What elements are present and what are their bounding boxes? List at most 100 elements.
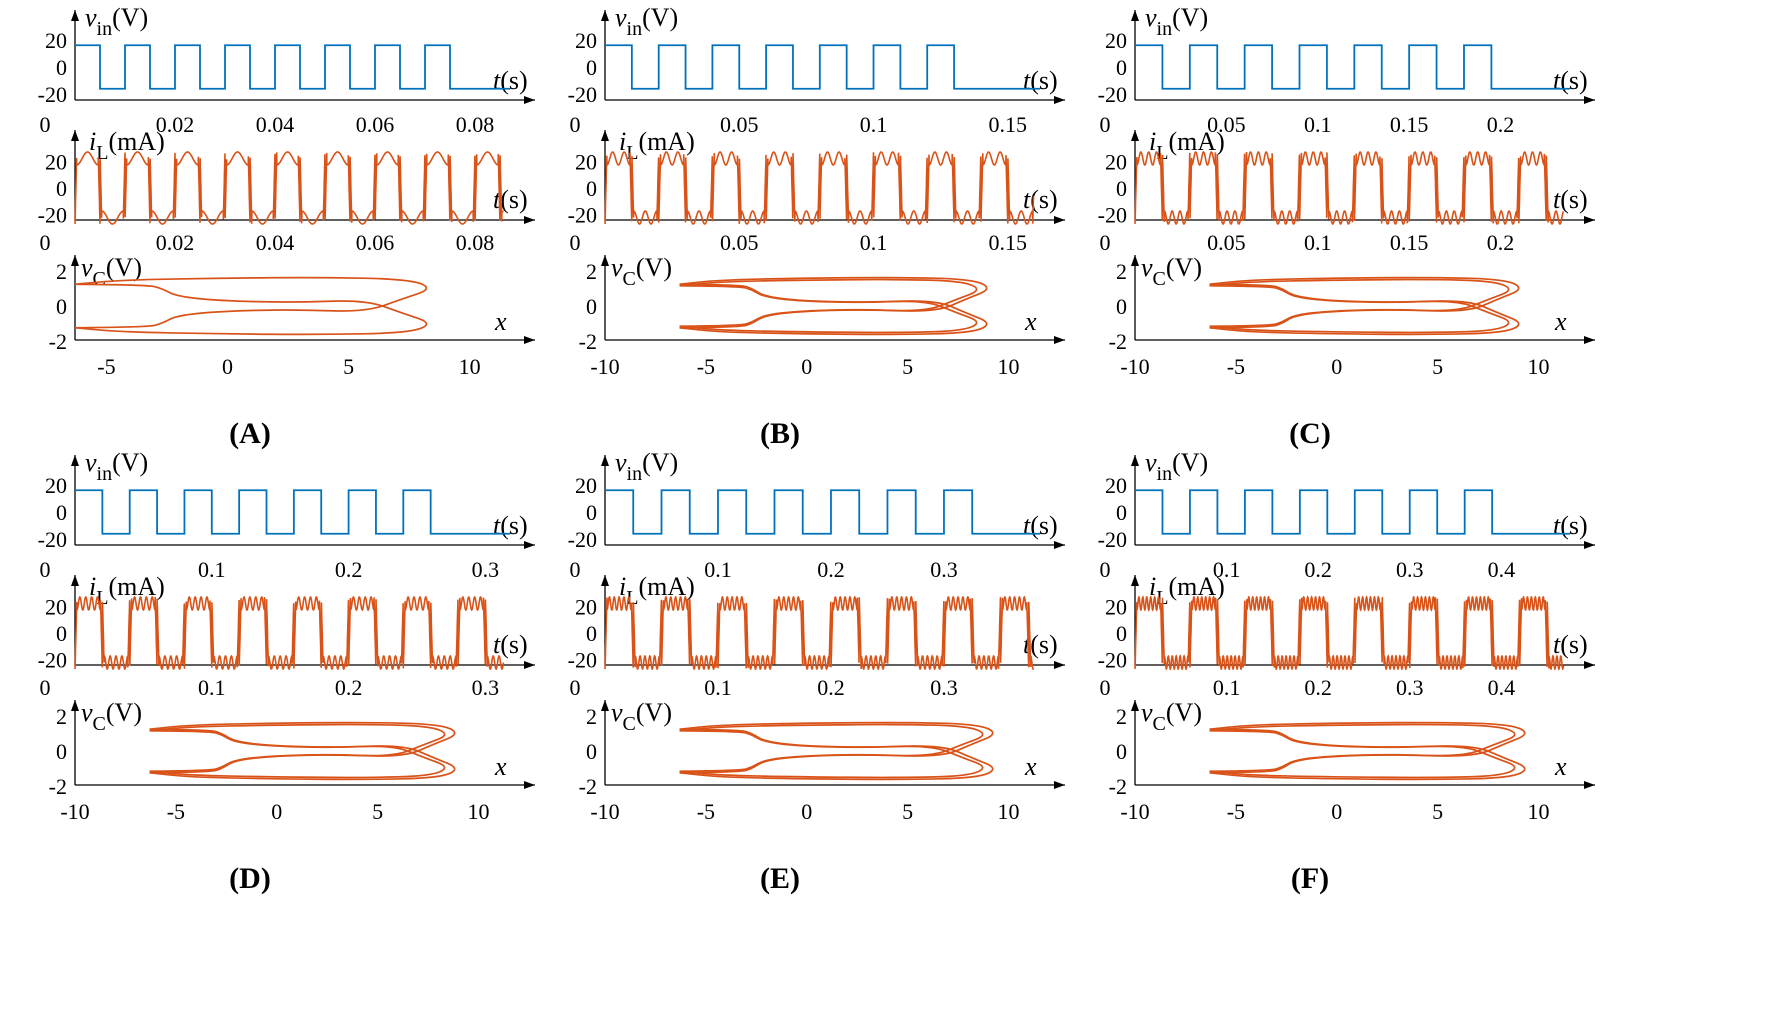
vc-y-axis-head [1131, 255, 1139, 266]
vin-ylabel-sub: in [97, 18, 113, 40]
vin-ylabel-sub: in [627, 18, 643, 40]
il-x-axis-head [1584, 661, 1595, 669]
vin-y-axis-head [1131, 10, 1139, 21]
vin-y-tick: 20 [45, 473, 67, 498]
panel-caption: (C) [1289, 417, 1331, 450]
il-xlabel-unit: (s) [1030, 630, 1057, 659]
vin-x-tick: 0.3 [930, 557, 958, 582]
il-y-tick: 0 [586, 176, 597, 201]
il-x-tick: 0.06 [356, 230, 395, 255]
vin-x-tick: 0.15 [989, 112, 1028, 137]
vin-x-tick: 0 [570, 112, 581, 137]
il-y-tick: 20 [45, 149, 67, 174]
vc-ylabel-unit: (V) [106, 698, 142, 727]
vc-y-tick: 2 [1116, 259, 1127, 284]
vin-series [1135, 489, 1570, 535]
vc-orbit-lower-inner [679, 278, 978, 328]
vin-ylabel-var: v [1145, 3, 1157, 32]
vc-y-tick: -2 [1109, 774, 1127, 799]
vc-x-tick: 5 [902, 799, 913, 824]
vc-ylabel: vC(V) [611, 253, 672, 290]
il-x-tick: 0.3 [1396, 675, 1424, 700]
vin-y-tick: -20 [1098, 527, 1127, 552]
vc-x-tick: 10 [1528, 799, 1550, 824]
il-xlabel: t(s) [493, 630, 528, 659]
il-x-axis-head [1054, 216, 1065, 224]
vc-ylabel-sub: C [93, 268, 106, 290]
vc-x-tick: 5 [1432, 354, 1443, 379]
il-ylabel-var: i [619, 572, 626, 601]
vc-ylabel-unit: (V) [1166, 698, 1202, 727]
vin-series [1135, 44, 1570, 90]
vin-x-axis-head [1054, 541, 1065, 549]
vc-orbit-upper-inner [1209, 729, 1516, 779]
vc-plot: 2 0 -2-10 -5 0 5 10 vC(V) x [1109, 698, 1595, 824]
vc-ylabel-var: v [1141, 253, 1153, 282]
il-x-tick: 0.04 [256, 230, 295, 255]
il-y-tick: 0 [586, 621, 597, 646]
vc-x-tick: 10 [998, 799, 1020, 824]
vc-xlabel: x [1554, 752, 1567, 781]
il-y-axis-head [1131, 575, 1139, 586]
vc-ylabel: vC(V) [81, 698, 142, 735]
il-y-axis-head [601, 130, 609, 141]
vin-x-tick: 0.15 [1390, 112, 1429, 137]
il-y-tick: -20 [38, 203, 67, 228]
vin-x-tick: 0.08 [456, 112, 495, 137]
vc-y-tick: 2 [586, 704, 597, 729]
vin-xlabel: t(s) [1023, 511, 1058, 540]
vin-y-tick: 0 [586, 55, 597, 80]
vc-x-tick: 5 [372, 799, 383, 824]
vc-orbit-upper [74, 283, 428, 336]
vin-ylabel-unit: (V) [112, 3, 148, 32]
vin-x-tick: 0.1 [1304, 112, 1332, 137]
vin-y-tick: 20 [45, 28, 67, 53]
il-ylabel-unit: (mA) [638, 127, 694, 156]
vc-ylabel-unit: (V) [106, 253, 142, 282]
vin-ylabel-var: v [615, 3, 627, 32]
il-xlabel-var: t [493, 630, 501, 659]
vc-xlabel: x [1554, 307, 1567, 336]
il-ylabel-var: i [619, 127, 626, 156]
il-x-tick: 0.02 [156, 230, 195, 255]
panel-caption: (A) [229, 417, 271, 450]
il-ylabel-var: i [89, 127, 96, 156]
il-series [74, 595, 505, 671]
il-y-axis-head [601, 575, 609, 586]
vin-xlabel-unit: (s) [500, 66, 527, 95]
vc-xlabel: x [494, 307, 507, 336]
panel-caption: (D) [229, 862, 271, 895]
panel-a: 200-200 0.02 0.04 0.06 0.08vin(V)t(s)200-200… [38, 3, 535, 450]
vin-y-tick: 20 [1105, 28, 1127, 53]
vc-orbit-lower-inner [1209, 723, 1516, 773]
vin-xlabel-unit: (s) [1030, 66, 1057, 95]
vc-plot: 2 0 -2-10 -5 0 5 10 vC(V) x [579, 253, 1065, 379]
il-y-tick: 0 [56, 621, 67, 646]
il-y-tick: -20 [568, 203, 597, 228]
il-y-axis-head [71, 575, 79, 586]
vc-y-axis-head [71, 700, 79, 711]
il-x-axis-head [524, 216, 535, 224]
vc-xlabel-var: x [494, 307, 507, 336]
il-xlabel-var: t [1023, 185, 1031, 214]
vc-xlabel-var: x [1554, 752, 1567, 781]
vc-plot: 2 0 -2-10 -5 0 5 10 vC(V) x [49, 698, 535, 824]
il-xlabel: t(s) [1553, 630, 1588, 659]
vc-x-tick: -5 [167, 799, 185, 824]
il-y-tick: 0 [56, 176, 67, 201]
vc-x-tick: 10 [459, 354, 481, 379]
vin-y-axis-head [601, 10, 609, 21]
panel-caption: (F) [1291, 862, 1329, 895]
vin-x-tick: 0.4 [1488, 557, 1516, 582]
vin-x-tick: 0.2 [335, 557, 363, 582]
vc-ylabel-unit: (V) [636, 698, 672, 727]
vc-y-tick: 2 [56, 704, 67, 729]
il-x-tick: 0.3 [472, 675, 500, 700]
vin-x-tick: 0.05 [1207, 112, 1246, 137]
vc-xlabel-var: x [1024, 752, 1037, 781]
vin-ylabel-sub: in [97, 463, 113, 485]
